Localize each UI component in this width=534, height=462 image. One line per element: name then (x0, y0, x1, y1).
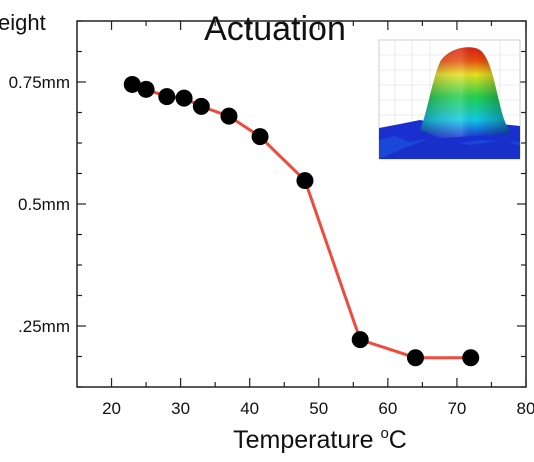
data-point (220, 107, 238, 125)
x-tick-label: 80 (517, 399, 534, 418)
data-point (251, 128, 269, 146)
x-axis-unit-superscript: o (380, 425, 388, 442)
x-axis-unit: C (389, 426, 407, 454)
y-tick-label: 0.5mm (18, 195, 70, 214)
data-point (406, 349, 424, 367)
x-tick-label: 60 (378, 399, 397, 418)
axis-ticks: 20 30 40 50 60 70 80 .25mm 0.5mm 0.75mm (9, 20, 534, 418)
y-tick-label: .25mm (18, 317, 70, 336)
data-point (137, 80, 155, 98)
x-tick-label: 40 (240, 399, 259, 418)
x-tick-label: 20 (102, 399, 121, 418)
data-point (175, 89, 193, 107)
chart-title: Actuation (204, 10, 346, 48)
x-tick-label: 70 (447, 399, 466, 418)
data-point (462, 349, 480, 367)
x-axis-label-text: Temperature (233, 426, 373, 454)
data-point (296, 172, 314, 190)
3d-surface-plot-inset (378, 39, 521, 160)
x-tick-label: 30 (171, 399, 190, 418)
x-tick-label: 50 (309, 399, 328, 418)
data-point (123, 75, 141, 93)
y-tick-label: 0.75mm (9, 73, 70, 92)
data-point (192, 97, 210, 115)
data-point (158, 88, 176, 106)
data-point (351, 331, 369, 349)
x-axis-label: Temperature oC (233, 425, 407, 454)
series-markers (123, 75, 480, 367)
y-axis-label: eight (0, 10, 46, 35)
